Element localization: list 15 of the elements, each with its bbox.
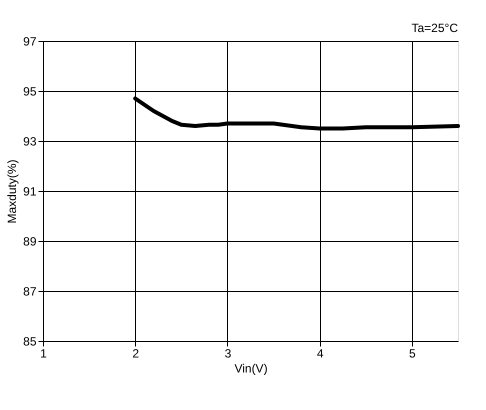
y-tick-label: 91: [23, 184, 37, 198]
x-tick-label: 3: [224, 346, 232, 360]
y-tick-label: 85: [23, 334, 37, 348]
x-axis-title: Vin(V): [234, 362, 268, 376]
y-tick-label: 97: [23, 34, 37, 48]
x-tick-label: 1: [40, 346, 48, 360]
x-tick-label: 5: [409, 346, 416, 360]
y-tick-label: 95: [23, 84, 37, 98]
x-tick-label: 2: [132, 346, 140, 360]
y-tick-label: 93: [23, 134, 37, 148]
x-tick-label: 4: [316, 346, 324, 360]
text: Ta=25°C: [412, 21, 458, 35]
y-tick-label: 87: [23, 284, 37, 298]
y-axis-title: Maxduty(%): [5, 159, 20, 224]
y-tick-label: 89: [23, 234, 37, 248]
